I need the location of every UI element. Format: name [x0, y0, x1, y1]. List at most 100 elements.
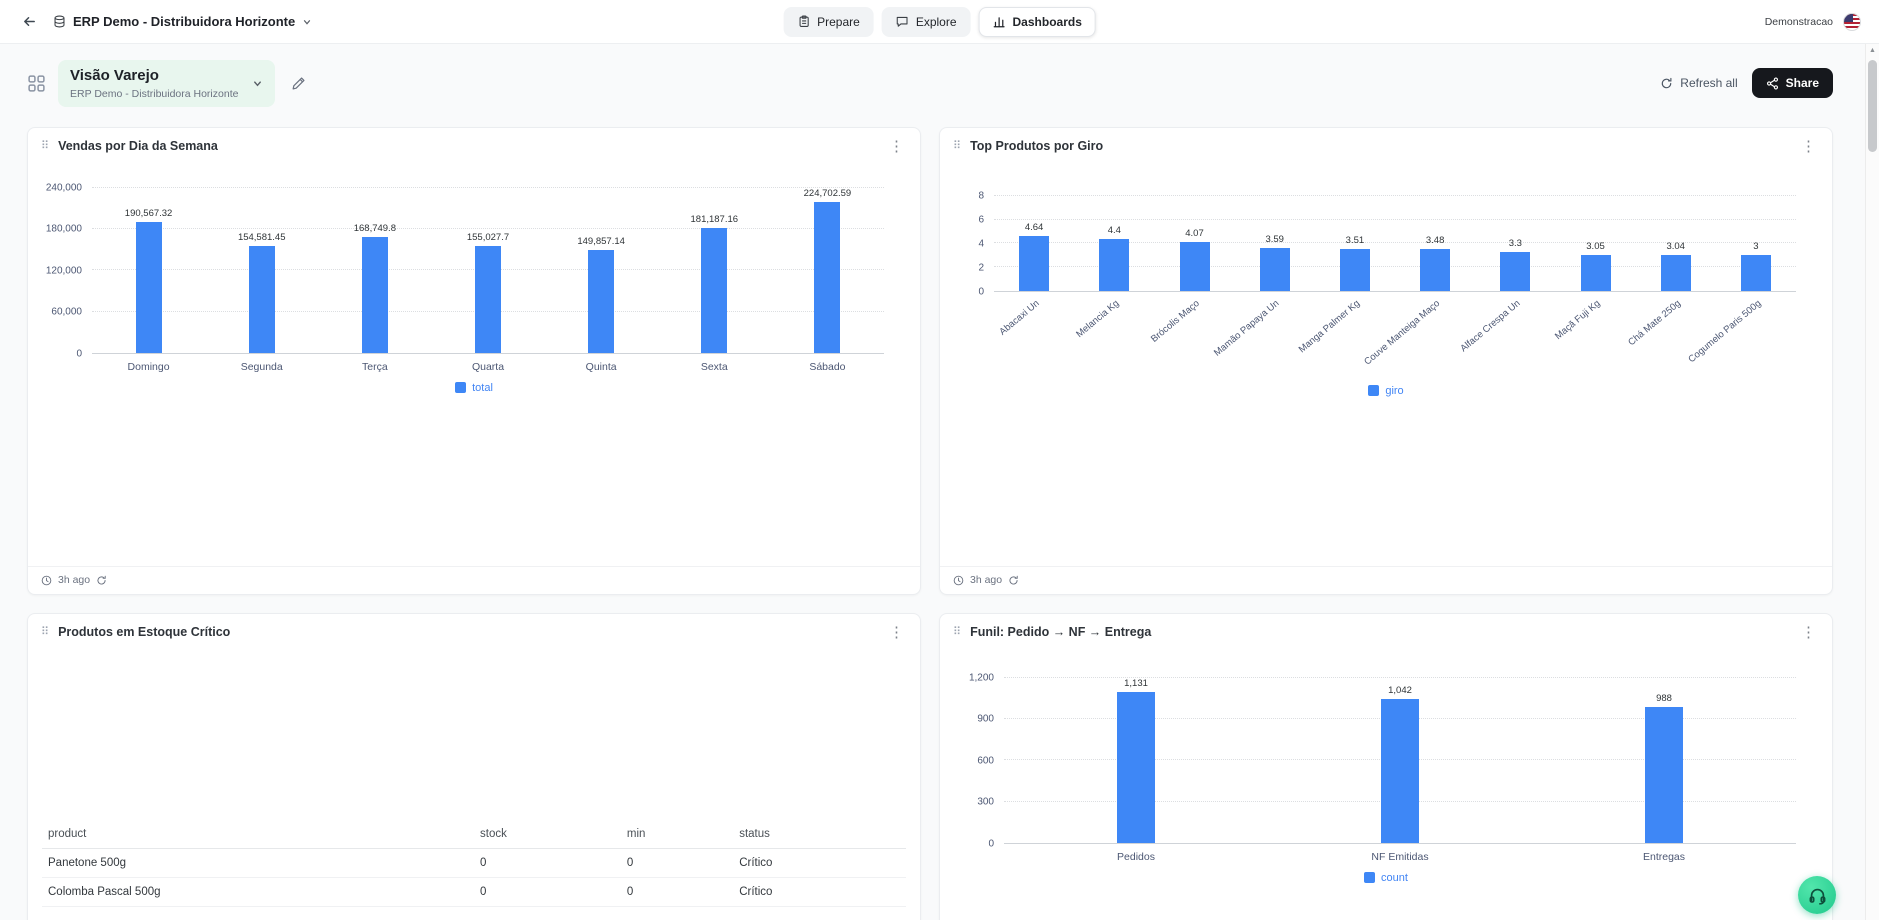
- bar[interactable]: [1420, 249, 1451, 291]
- bar[interactable]: [1500, 251, 1531, 291]
- bar-value-label: 1,131: [1124, 677, 1148, 689]
- table-header-cell[interactable]: product: [42, 819, 474, 849]
- bar[interactable]: [1117, 691, 1155, 843]
- y-axis-tick: 240,000: [45, 182, 82, 194]
- kebab-menu-icon[interactable]: ⋮: [1798, 139, 1819, 154]
- y-axis-tick: 1,200: [968, 672, 994, 684]
- pencil-icon: [291, 76, 306, 91]
- bar-chart-giro: 8 6 4 2 0 4.64 4.4 4.07 3.59 3.51 3.48 3.3 3.05 3.04…: [940, 190, 1832, 397]
- refresh-icon[interactable]: [1008, 575, 1019, 586]
- bar[interactable]: [1381, 699, 1419, 843]
- y-axis-tick: 8: [978, 190, 984, 202]
- plot-area: 4.64 4.4 4.07 3.59 3.51 3.48 3.3 3.05 3.04 3: [994, 194, 1796, 292]
- bar-value-label: 3: [1753, 241, 1759, 253]
- tab-prepare[interactable]: Prepare: [783, 6, 874, 37]
- bar[interactable]: [361, 236, 388, 353]
- y-axis: 240,000 180,000 120,000 60,000 0: [28, 182, 92, 359]
- bar-value-label: 154,581.45: [237, 232, 286, 244]
- bar-value-label: 4.64: [1024, 221, 1044, 233]
- bar[interactable]: [1179, 242, 1210, 291]
- bar[interactable]: [1019, 235, 1050, 291]
- drag-handle-icon[interactable]: ⠿: [41, 139, 50, 152]
- top-nav: ERP Demo - Distribuidora Horizonte Prepa…: [0, 0, 1879, 44]
- bar-chart-icon: [993, 15, 1006, 28]
- legend[interactable]: giro: [940, 385, 1832, 397]
- bar[interactable]: [1580, 254, 1611, 291]
- kebab-menu-icon[interactable]: ⋮: [886, 625, 907, 640]
- legend[interactable]: total: [28, 382, 920, 394]
- tab-prepare-label: Prepare: [817, 14, 860, 29]
- database-breadcrumb[interactable]: ERP Demo - Distribuidora Horizonte: [53, 14, 312, 29]
- table-row[interactable]: Colomba Pascal 500g 0 0 Crítico: [42, 877, 906, 907]
- y-axis-tick: 60,000: [51, 306, 82, 318]
- bar[interactable]: [474, 246, 501, 353]
- scroll-up-arrow-icon[interactable]: ▲: [1869, 47, 1876, 54]
- drag-handle-icon[interactable]: ⠿: [953, 625, 962, 638]
- back-button[interactable]: [18, 10, 41, 33]
- bar-value-label: 988: [1656, 692, 1672, 704]
- table-header-cell[interactable]: status: [733, 819, 906, 849]
- table-cell: Crítico: [733, 877, 906, 907]
- y-axis-tick: 0: [978, 286, 984, 298]
- tab-explore[interactable]: Explore: [881, 6, 971, 37]
- bar-chart-funil: 1,200 900 600 300 0 1,131 1,042 988 Pedidos NF …: [940, 672, 1832, 884]
- bar-value-label: 3.48: [1425, 235, 1445, 247]
- dashboard-header: Visão Varejo ERP Demo - Distribuidora Ho…: [27, 60, 1833, 107]
- us-flag-icon[interactable]: [1843, 12, 1861, 31]
- bar[interactable]: [1645, 706, 1683, 843]
- support-chat-button[interactable]: [1798, 876, 1836, 914]
- y-axis-tick: 2: [978, 262, 984, 274]
- table-header-cell[interactable]: min: [620, 819, 734, 849]
- y-axis-tick: 180,000: [45, 223, 82, 235]
- gridline: [92, 186, 884, 188]
- x-axis-label: Quarta: [471, 360, 505, 373]
- table-cell: Panetone 500g: [42, 848, 474, 878]
- legend[interactable]: count: [940, 872, 1832, 884]
- y-axis-tick: 6: [978, 214, 984, 226]
- drag-handle-icon[interactable]: ⠿: [953, 139, 962, 152]
- x-axis-label: Cogumelo Paris 500g: [1685, 297, 1763, 365]
- gridline: [1004, 676, 1796, 678]
- bar-value-label: 3.04: [1666, 240, 1685, 252]
- clock-icon: [953, 575, 964, 586]
- bar[interactable]: [1099, 238, 1130, 291]
- clock-icon: [41, 575, 52, 586]
- vertical-scrollbar[interactable]: ▲: [1865, 44, 1879, 920]
- bar[interactable]: [701, 228, 728, 353]
- kebab-menu-icon[interactable]: ⋮: [1798, 625, 1819, 640]
- user-label: Demonstracao: [1764, 15, 1833, 28]
- kebab-menu-icon[interactable]: ⋮: [886, 139, 907, 154]
- bar[interactable]: [588, 249, 615, 353]
- clipboard-icon: [797, 15, 810, 28]
- bar[interactable]: [1740, 255, 1771, 291]
- bar[interactable]: [1259, 248, 1290, 291]
- x-axis-label: Terça: [362, 360, 388, 373]
- bar-value-label: 168,749.8: [353, 222, 396, 234]
- scrollbar-thumb[interactable]: [1868, 60, 1877, 152]
- refresh-icon[interactable]: [96, 575, 107, 586]
- x-axis-label: Maçã Fuji Kg: [1553, 297, 1603, 342]
- arrow-left-icon: [22, 14, 37, 29]
- table-row[interactable]: Panetone 500g 0 0 Crítico: [42, 848, 906, 878]
- edit-dashboard-button[interactable]: [287, 72, 310, 95]
- bar[interactable]: [135, 221, 162, 353]
- share-button[interactable]: Share: [1751, 68, 1833, 99]
- drag-handle-icon[interactable]: ⠿: [41, 625, 50, 638]
- chat-bubble-icon: [896, 15, 909, 28]
- x-axis-label: Manga Palmer Kg: [1296, 297, 1362, 356]
- table-header-row: product stock min status: [42, 819, 906, 849]
- bar[interactable]: [814, 201, 841, 353]
- bar-value-label: 4.07: [1185, 228, 1204, 240]
- dashboard-grid: ⠿ Vendas por Dia da Semana ⋮ 240,000 180,…: [27, 126, 1833, 920]
- tab-dashboards[interactable]: Dashboards: [978, 6, 1096, 37]
- bar[interactable]: [1660, 254, 1691, 291]
- table-header-cell[interactable]: stock: [474, 819, 621, 849]
- card-footer: 3h ago: [940, 565, 1832, 594]
- bar[interactable]: [1339, 249, 1370, 291]
- bar[interactable]: [248, 246, 275, 353]
- updated-ago-label: 3h ago: [58, 574, 91, 587]
- y-axis-tick: 120,000: [45, 265, 82, 277]
- refresh-all-button[interactable]: Refresh all: [1660, 76, 1738, 90]
- dashboard-selector[interactable]: Visão Varejo ERP Demo - Distribuidora Ho…: [58, 60, 276, 107]
- gridline: [994, 218, 1796, 220]
